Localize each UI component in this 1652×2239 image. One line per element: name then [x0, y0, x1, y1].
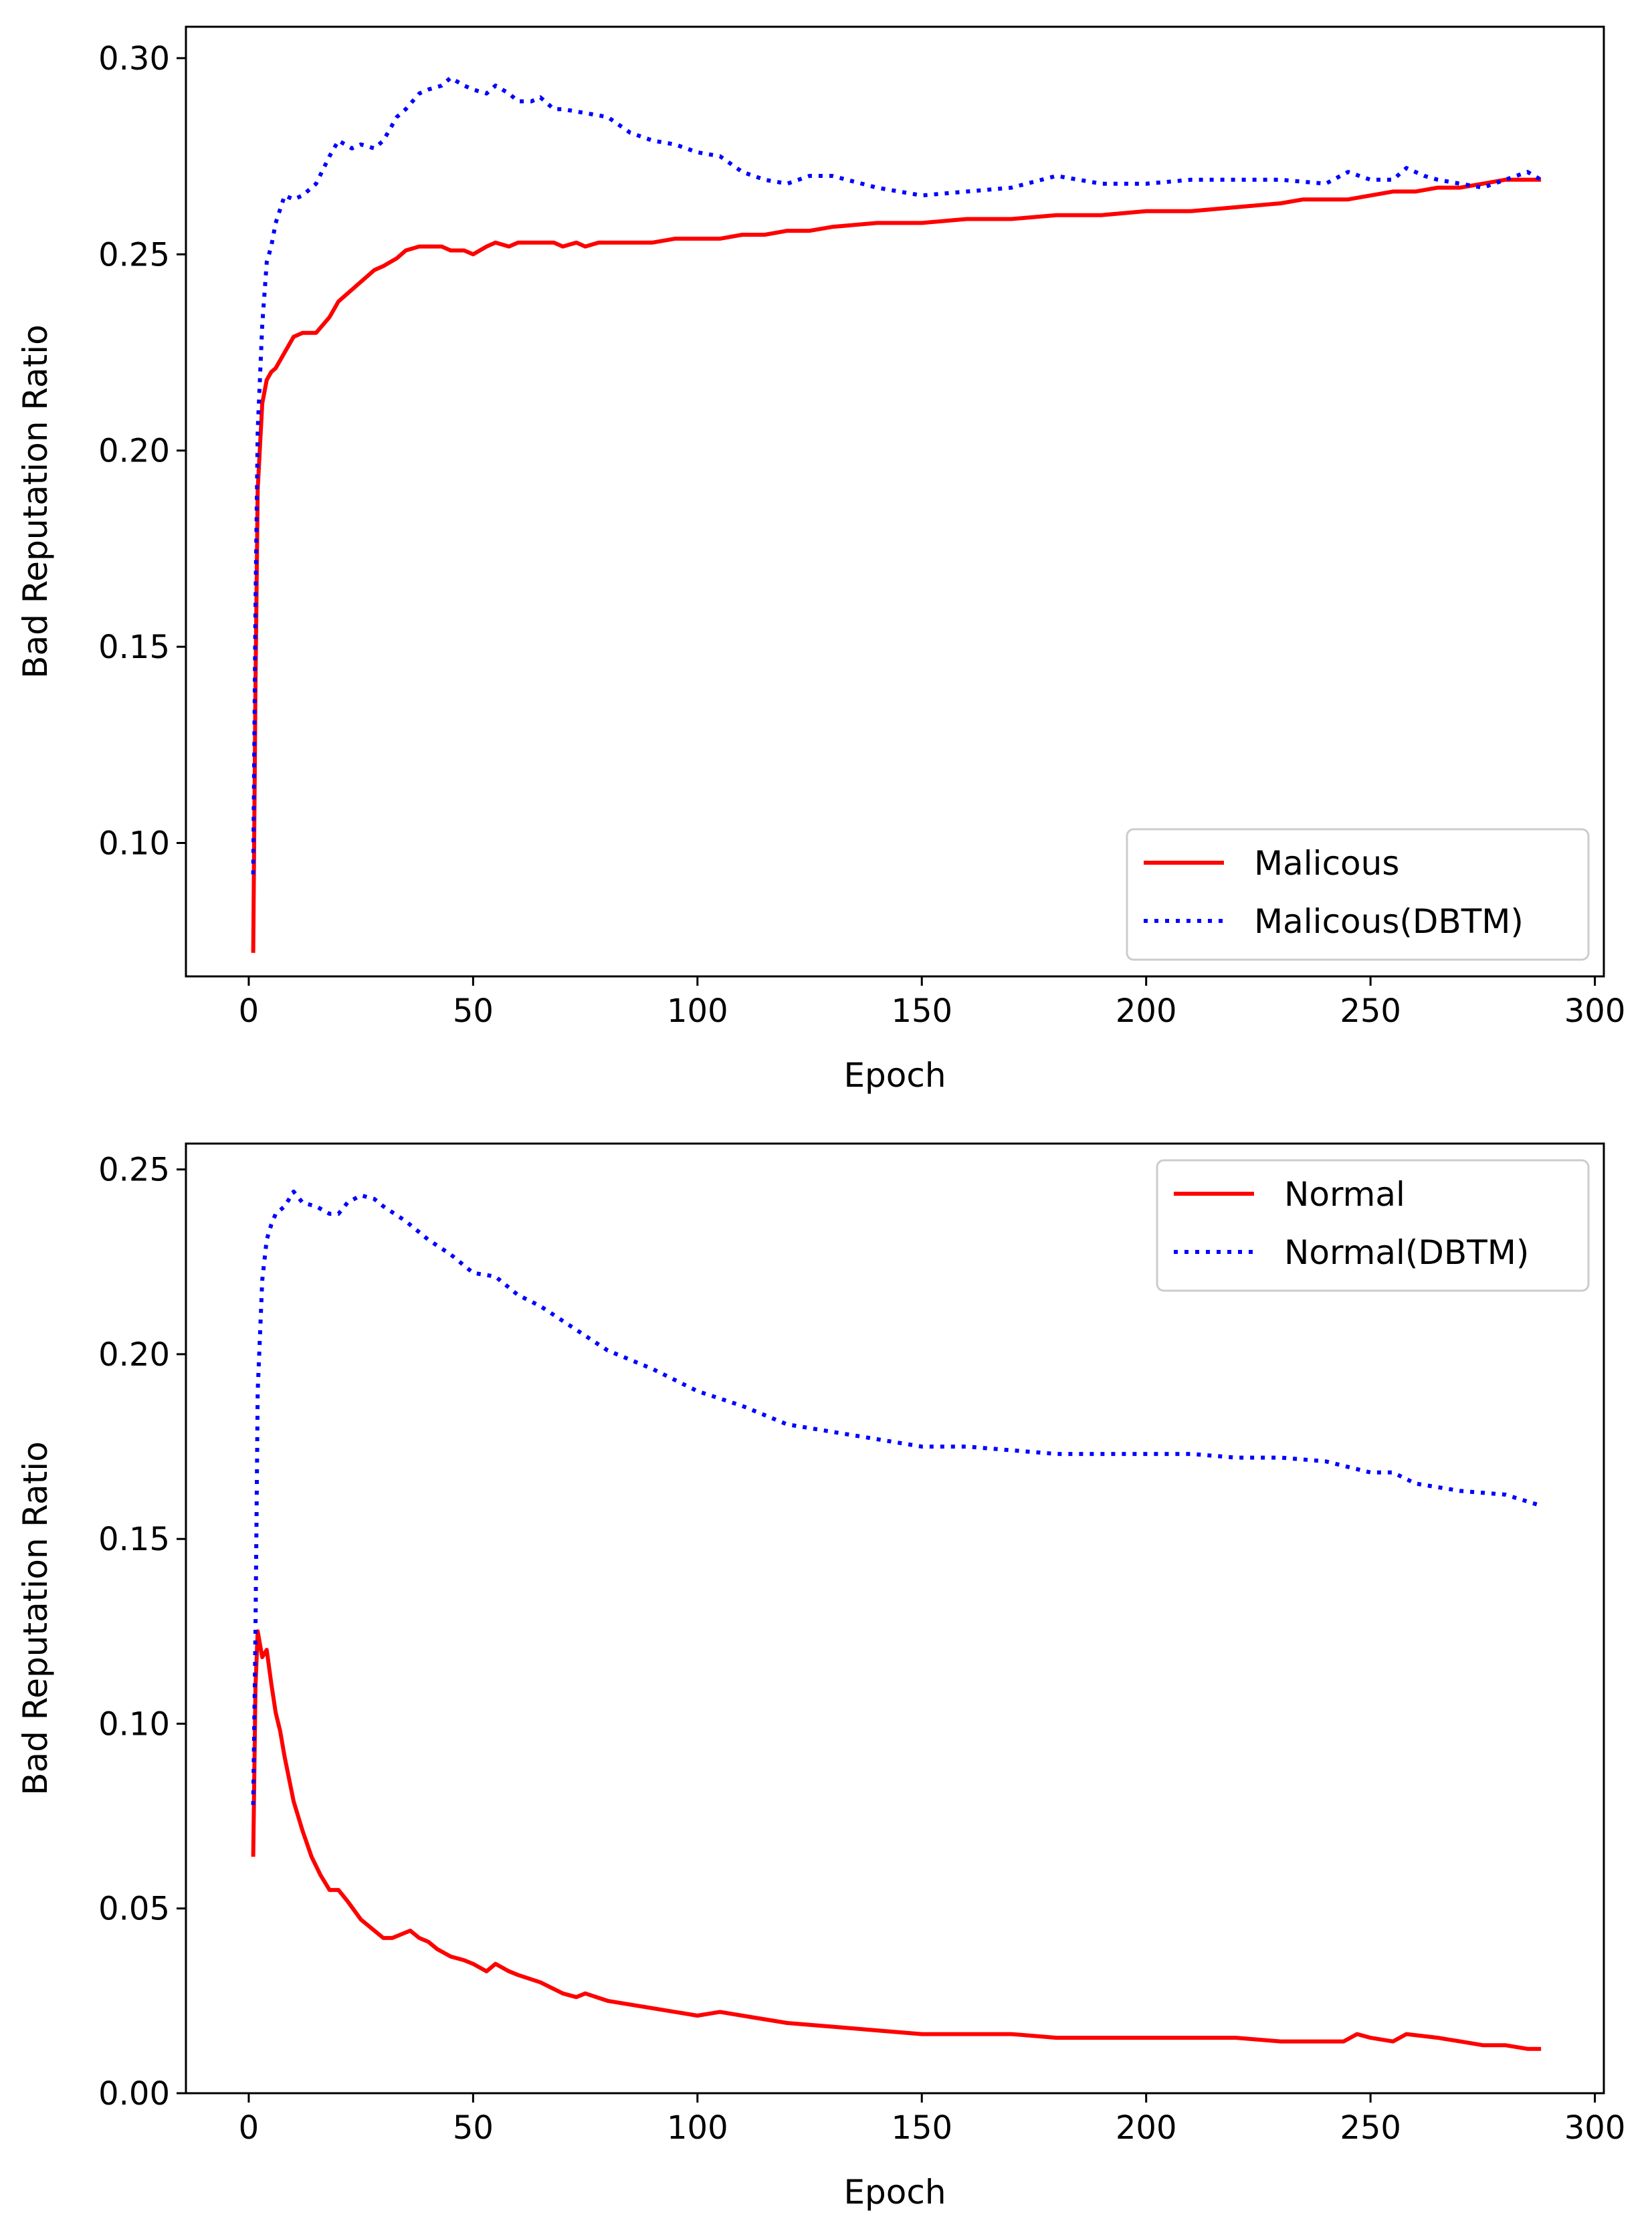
x-axis-label: Epoch: [843, 2173, 946, 2212]
legend: Normal Normal(DBTM): [1156, 1159, 1590, 1292]
x-tick-label: 200: [1116, 2109, 1177, 2147]
x-tick-label: 0: [239, 2109, 260, 2147]
series-line-normal: [251, 1629, 1542, 2051]
y-tick-label: 0.30: [98, 40, 170, 78]
y-axis-label: Bad Reputation Ratio: [16, 1441, 55, 1796]
series-line-normal-dbtm: [251, 1189, 1542, 1806]
axes-frame: [185, 1142, 1605, 2095]
legend-label-normal-dbtm: Normal(DBTM): [1284, 1233, 1529, 1272]
y-tick-label: 0.10: [98, 1705, 170, 1743]
y-tick-label: 0.25: [98, 236, 170, 274]
x-tick-label: 250: [1340, 992, 1401, 1030]
y-ticks: [177, 1168, 186, 2095]
x-tick-label: 150: [891, 2109, 952, 2147]
legend-label-malicious: Malicous: [1254, 844, 1399, 883]
plot-area: [251, 76, 1542, 953]
chart-panel-1: 0 50 100 150 200 250 300 0.10 0.15 0.20 …: [16, 25, 1626, 1095]
y-tick-label: 0.20: [98, 1336, 170, 1374]
x-ticks: [247, 976, 1596, 986]
legend-box: [1126, 828, 1590, 961]
y-tick-label: 0.15: [98, 1521, 170, 1558]
y-ticks: [177, 57, 186, 844]
x-tick-label: 300: [1564, 2109, 1626, 2147]
series-line-malicous: [251, 177, 1542, 953]
plot-area: [251, 1189, 1542, 2051]
legend: Malicous Malicous(DBTM): [1126, 828, 1590, 961]
y-tick-label: 0.20: [98, 433, 170, 470]
x-tick-label: 0: [239, 992, 260, 1030]
x-axis-label: Epoch: [843, 1056, 946, 1095]
axes-frame: [185, 25, 1605, 978]
x-ticks: [247, 2093, 1596, 2103]
chart-panel-2: 0 50 100 150 200 250 300 0.00 0.05 0.10 …: [16, 1142, 1626, 2212]
x-tick-label: 100: [667, 992, 728, 1030]
legend-box: [1156, 1159, 1590, 1292]
x-tick-label: 100: [667, 2109, 728, 2147]
x-tick-label: 50: [453, 992, 494, 1030]
legend-label-malicious-dbtm: Malicous(DBTM): [1254, 902, 1524, 941]
y-tick-label: 0.00: [98, 2075, 170, 2113]
y-tick-label: 0.10: [98, 825, 170, 862]
x-tick-label: 150: [891, 992, 952, 1030]
series-line-malicous-dbtm: [251, 76, 1542, 875]
y-tick-label: 0.25: [98, 1152, 170, 1189]
x-tick-label: 200: [1116, 992, 1177, 1030]
x-tick-label: 300: [1564, 992, 1626, 1030]
x-tick-label: 250: [1340, 2109, 1401, 2147]
y-tick-label: 0.05: [98, 1891, 170, 1928]
legend-label-normal: Normal: [1284, 1175, 1405, 1214]
x-tick-label: 50: [453, 2109, 494, 2147]
y-axis-label: Bad Reputation Ratio: [16, 324, 55, 679]
y-tick-label: 0.15: [98, 629, 170, 666]
